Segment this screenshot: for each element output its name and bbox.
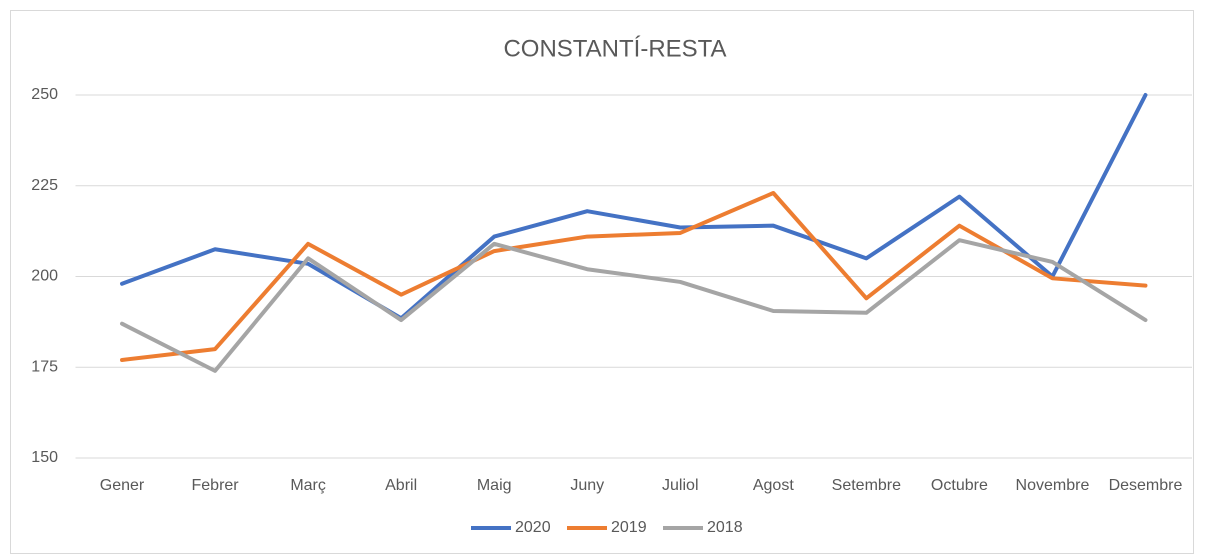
x-tick-label: Gener (100, 477, 145, 494)
y-tick-label: 175 (31, 358, 58, 375)
x-tick-label: Juny (570, 477, 604, 494)
chart-title: CONSTANTÍ-RESTA (503, 35, 726, 62)
y-tick-label: 150 (31, 449, 58, 466)
chart-border (10, 10, 1194, 554)
legend-label: 2018 (707, 519, 743, 536)
y-tick-label: 250 (31, 86, 58, 103)
x-tick-label: Juliol (662, 477, 698, 494)
series-line (120, 191, 1148, 362)
x-tick-label: Febrer (192, 477, 240, 494)
x-tick-label: Agost (753, 477, 794, 494)
series-line (120, 238, 1148, 373)
x-tick-label: Setembre (832, 477, 901, 494)
legend-label: 2019 (611, 519, 647, 536)
y-tick-label: 200 (31, 268, 58, 285)
x-tick-label: Març (290, 477, 326, 494)
legend-label: 2020 (515, 519, 551, 536)
x-tick-label: Novembre (1016, 477, 1090, 494)
x-tick-label: Octubre (931, 477, 988, 494)
x-tick-label: Abril (385, 477, 417, 494)
x-tick-label: Desembre (1109, 477, 1183, 494)
y-tick-label: 225 (31, 177, 58, 194)
x-tick-label: Maig (477, 477, 512, 494)
